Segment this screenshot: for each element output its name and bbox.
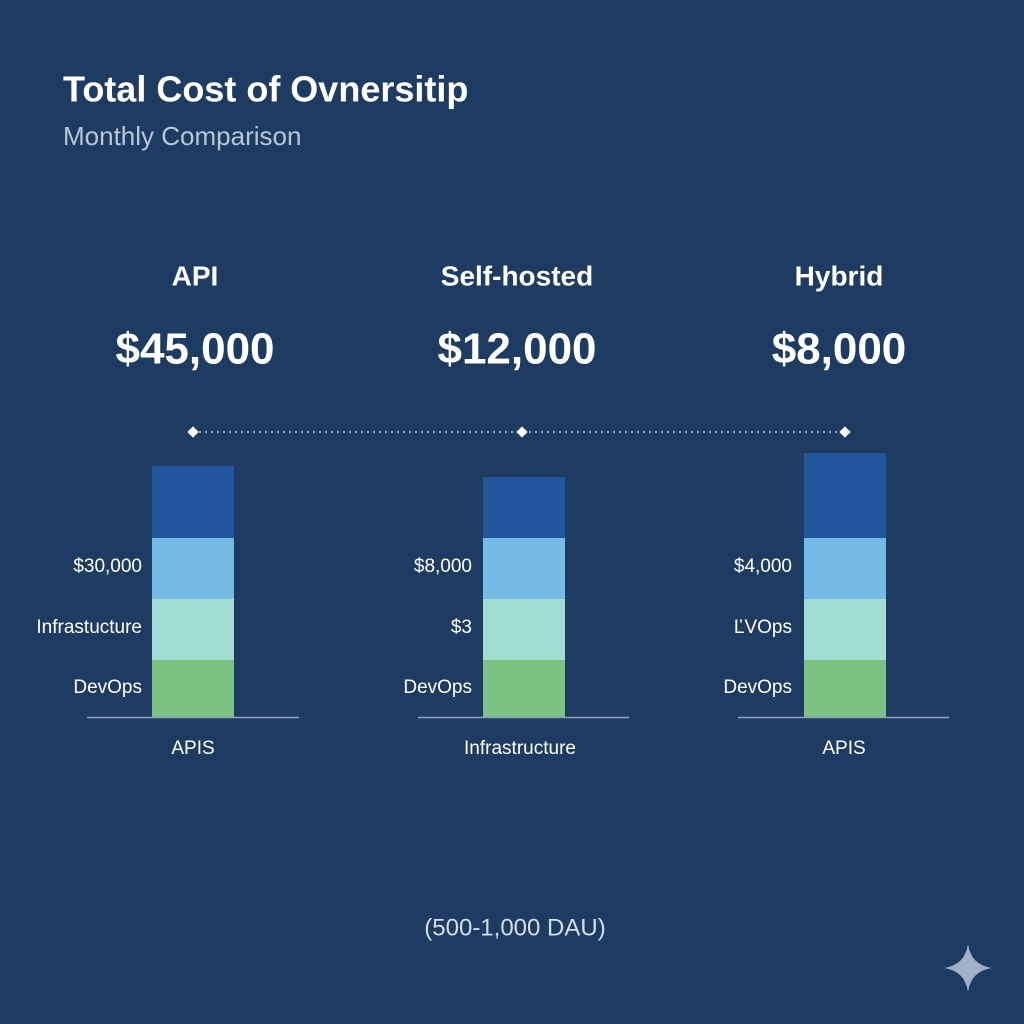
bar-segment: [483, 660, 565, 717]
bar-top-segment: [483, 477, 565, 538]
title: Total Cost of Ovnersitip: [63, 69, 468, 110]
column-total: $12,000: [437, 325, 596, 374]
segment-label: $8,000: [414, 556, 472, 577]
segment-label: ĽVOps: [734, 617, 792, 638]
bar-segment: [483, 599, 565, 660]
segment-label: $30,000: [73, 556, 142, 577]
base-label: APIS: [171, 738, 214, 759]
bar-segment: [804, 599, 886, 660]
column-total: $8,000: [772, 325, 907, 374]
sparkle-icon: [944, 944, 992, 992]
bar-segment: [152, 660, 234, 717]
column-total: $45,000: [115, 325, 274, 374]
bar-segment: [804, 538, 886, 599]
bar-top-segment: [804, 453, 886, 538]
bar-segment: [483, 538, 565, 599]
diamond: [839, 426, 851, 438]
subtitle: Monthly Comparison: [63, 121, 301, 151]
column-name: Hybrid: [795, 260, 884, 291]
segment-label: Infrastucture: [36, 617, 142, 638]
segment-label: DevOps: [723, 677, 792, 698]
base-label: Infrastructure: [464, 738, 576, 759]
footer: (500-1,000 DAU): [424, 914, 605, 941]
segment-label: DevOps: [403, 677, 472, 698]
segment-label: $3: [451, 617, 472, 638]
column-name: Self-hosted: [441, 260, 593, 291]
bar-segment: [804, 660, 886, 717]
bar-segment: [152, 599, 234, 660]
bar-top-segment: [152, 466, 234, 538]
segment-label: DevOps: [73, 677, 142, 698]
column-name: API: [172, 260, 219, 291]
diamond: [187, 426, 199, 438]
diamond: [516, 426, 528, 438]
base-label: APIS: [822, 738, 865, 759]
segment-label: $4,000: [734, 556, 792, 577]
bar-segment: [152, 538, 234, 599]
